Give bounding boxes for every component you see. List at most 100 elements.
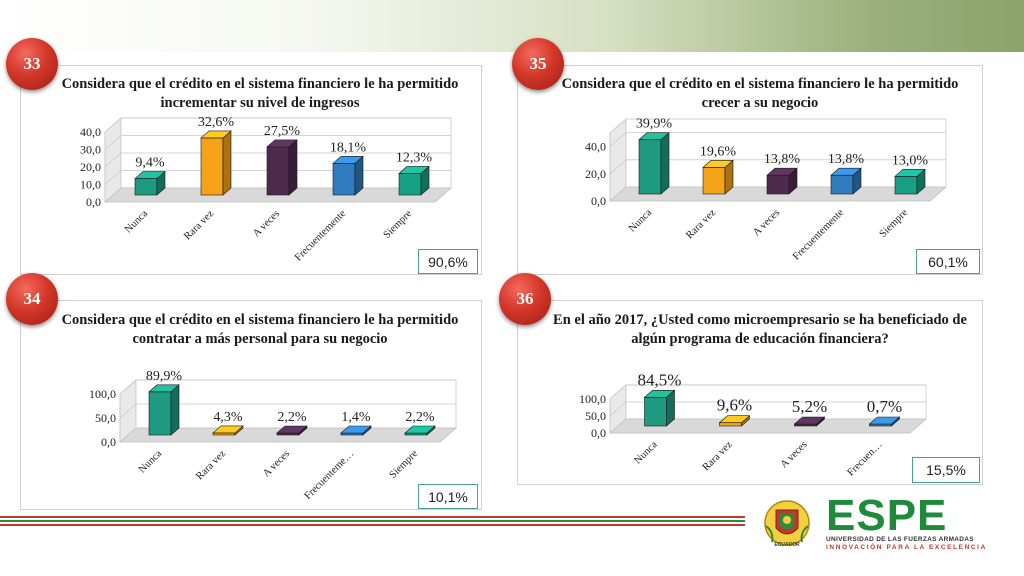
percent-box-33: 90,6%: [418, 249, 478, 274]
data-label: 13,8%: [828, 152, 865, 167]
bar: [830, 167, 862, 195]
bar: [702, 159, 734, 195]
data-label: 5,2%: [792, 397, 827, 416]
gridline: [609, 132, 946, 147]
bar-chart-36: 0,0 50,0 100,0 84,5% Nunca 9,6% Rara vez 5,2% A …: [579, 370, 928, 478]
x-tick-label: A veces: [261, 448, 292, 479]
data-label: 12,3%: [396, 150, 433, 165]
y-tick-label: 20,0: [80, 160, 101, 174]
question-number-badge-36: 36: [499, 273, 551, 325]
x-tick-label: Siempre: [382, 208, 415, 241]
gridline: [104, 152, 451, 168]
x-tick-label: Nunca: [123, 208, 150, 235]
gridline: [609, 401, 926, 417]
data-label: 19,6%: [700, 144, 737, 159]
bar: [868, 416, 901, 427]
gridline: [104, 135, 451, 150]
data-label: 18,1%: [330, 140, 367, 155]
bar: [793, 416, 826, 427]
y-tick-label: 40,0: [80, 125, 101, 139]
shield-caption: ECUADOR: [774, 542, 800, 548]
x-tick-label: Rara vez: [701, 439, 735, 473]
question-number-badge-34: 34: [6, 273, 58, 325]
data-label: 39,9%: [636, 117, 673, 132]
y-tick-label: 50,0: [95, 411, 116, 425]
data-label: 1,4%: [341, 410, 371, 425]
bar: [766, 167, 798, 195]
y-tick-label: 10,0: [80, 178, 101, 192]
data-label: 4,3%: [213, 410, 243, 425]
gridline: [119, 403, 456, 419]
question-number-badge-33: 33: [6, 38, 58, 90]
gridline: [609, 418, 926, 434]
top-banner: [0, 0, 1024, 52]
x-tick-label: Frecuen…: [845, 439, 884, 478]
y-tick-label: 30,0: [80, 143, 101, 157]
y-tick-label: 100,0: [89, 387, 116, 401]
bar: [718, 415, 751, 427]
percent-box-35: 60,1%: [916, 249, 980, 274]
x-tick-label: Siempre: [388, 448, 421, 481]
footer-line-red-bottom: [0, 524, 745, 526]
bar: [332, 155, 364, 196]
bar-chart-33: 0,0 10,0 20,0 30,0 40,0 9,4% Nunca 32,6% Rara ve…: [80, 115, 453, 264]
bar: [200, 130, 232, 196]
data-label: 13,8%: [764, 152, 801, 167]
espe-tagline-university: UNIVERSIDAD DE LAS FUERZAS ARMADAS: [826, 536, 974, 543]
x-tick-label: A veces: [751, 207, 782, 238]
x-tick-label: A veces: [779, 439, 810, 470]
espe-wordmark: ESPE: [826, 491, 948, 540]
y-tick-label: 0,0: [86, 195, 101, 209]
x-tick-label: Rara vez: [182, 208, 216, 242]
y-tick-label: 40,0: [585, 140, 606, 154]
data-label: 2,2%: [405, 410, 435, 425]
y-tick-label: 0,0: [591, 426, 606, 440]
chart-title-34: Considera que el crédito en el sistema f…: [61, 312, 459, 347]
x-tick-label: Siempre: [878, 207, 911, 240]
x-tick-label: Frecuenteme…: [303, 448, 357, 502]
x-tick-label: Nunca: [137, 448, 164, 475]
data-label: 89,9%: [146, 369, 183, 384]
gridline: [609, 159, 946, 175]
y-tick-label: 20,0: [585, 167, 606, 181]
x-tick-label: Nunca: [627, 207, 654, 234]
x-tick-label: Nunca: [632, 439, 659, 466]
university-shield-icon: ECUADOR: [764, 500, 810, 548]
y-tick-label: 0,0: [591, 194, 606, 208]
y-tick-label: 50,0: [585, 409, 606, 423]
bar: [266, 139, 298, 196]
y-tick-label: 0,0: [101, 435, 116, 449]
data-label: 27,5%: [264, 124, 301, 139]
bar-chart-34: 0,0 50,0 100,0 89,9% Nunca 4,3% Rara vez 2,2% A …: [89, 369, 458, 502]
gridline: [609, 384, 926, 400]
percent-box-36: 15,5%: [912, 457, 980, 483]
bar: [894, 168, 926, 195]
x-tick-label: Rara vez: [684, 207, 718, 241]
bar: [340, 425, 372, 436]
data-label: 84,5%: [638, 370, 682, 389]
data-label: 0,7%: [867, 397, 902, 416]
bar: [134, 170, 166, 196]
bar: [638, 132, 670, 195]
percent-box-34: 10,1%: [418, 484, 478, 509]
data-label: 32,6%: [198, 115, 235, 130]
bar: [398, 165, 430, 196]
bar: [643, 389, 676, 427]
bar: [404, 425, 436, 436]
chart-title-35: Considera que el crédito en el sistema f…: [561, 76, 959, 111]
data-label: 9,4%: [135, 156, 165, 171]
x-tick-label: A veces: [251, 208, 282, 239]
bar: [148, 384, 180, 436]
question-number-badge-35: 35: [512, 38, 564, 90]
chart-title-33: Considera que el crédito en el sistema f…: [61, 76, 459, 111]
data-label: 2,2%: [277, 410, 307, 425]
espe-tagline-motto: INNOVACIÓN PARA LA EXCELENCIA: [826, 544, 987, 551]
bar-chart-35: 0,0 20,0 40,0 39,9% Nunca 19,6% Rara vez 13,8% A…: [585, 117, 948, 263]
gridline: [104, 117, 451, 133]
gridline: [119, 379, 456, 395]
y-tick-label: 100,0: [579, 392, 606, 406]
bar: [212, 425, 244, 436]
data-label: 13,0%: [892, 153, 929, 168]
chart-title-36: En el año 2017, ¿Usted como microempresa…: [553, 312, 967, 347]
footer-line-red-top: [0, 516, 745, 518]
